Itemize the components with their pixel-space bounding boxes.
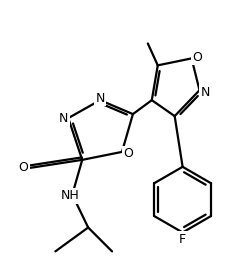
Text: O: O <box>193 51 202 64</box>
Text: O: O <box>19 161 29 174</box>
Text: F: F <box>179 233 186 246</box>
Text: O: O <box>123 147 133 160</box>
Text: N: N <box>201 86 210 99</box>
Text: N: N <box>95 92 105 105</box>
Text: N: N <box>59 112 68 125</box>
Text: NH: NH <box>61 189 80 202</box>
